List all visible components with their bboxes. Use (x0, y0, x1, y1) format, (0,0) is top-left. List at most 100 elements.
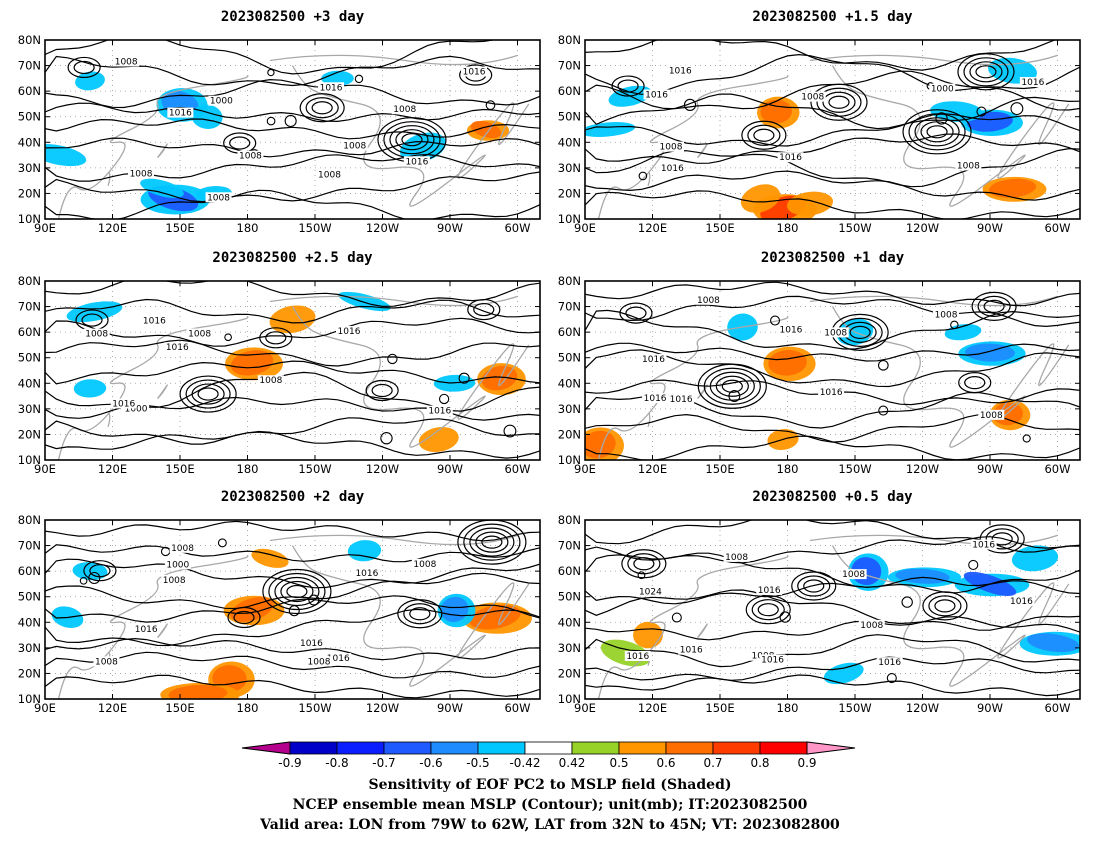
isobar (585, 113, 1080, 147)
contour-label: 1008 (980, 411, 1003, 421)
x-tick-label: 150W (298, 462, 331, 476)
isobar (585, 349, 1080, 388)
isobar-closed (963, 57, 1009, 87)
y-tick-label: 70N (18, 59, 41, 73)
contour-label: 1008 (842, 570, 865, 580)
x-tick-label: 90E (574, 462, 596, 476)
contour-label-bg (759, 654, 786, 665)
colorbar-swatch (618, 741, 667, 755)
isobar-closed (751, 599, 785, 621)
contour-label-bg (637, 586, 664, 597)
contour-label-bg (186, 328, 213, 339)
y-tick-label: 70N (558, 59, 581, 73)
isobar-closed (914, 117, 960, 147)
isobar-closed (265, 331, 287, 345)
sensitivity-patch (75, 71, 105, 91)
contour-label: 1008 (239, 152, 262, 162)
isobar-small (387, 353, 398, 365)
contour-label: 1016 (820, 388, 843, 398)
contour-label: 1008 (393, 105, 416, 115)
colorbar-swatch (712, 741, 761, 755)
colorbar-label: 0.8 (750, 756, 769, 770)
x-tick-label: 60W (1044, 701, 1070, 715)
sensitivity-patch (338, 291, 391, 312)
isobar-closed (934, 599, 956, 613)
isobar-closed (797, 575, 831, 597)
isobar-closed (979, 524, 1025, 554)
isobar-closed (969, 61, 1003, 83)
isobar (45, 153, 540, 182)
x-tick-label: 90E (34, 462, 56, 476)
isobar (585, 342, 1080, 362)
x-tick-label: 180 (237, 701, 259, 715)
contour-label-bg (257, 375, 284, 386)
isobar (585, 536, 1080, 564)
colorbar-swatch (759, 741, 808, 755)
contour-label-bg (318, 82, 345, 93)
sensitivity-patch (760, 99, 792, 124)
contour-label: 1008 (725, 553, 748, 563)
contour-label-bg (133, 624, 160, 635)
contour-label: 1008 (318, 171, 341, 181)
isobar-closed (311, 101, 333, 115)
panel-3: 2023082500 +2.5 day101610081008100010161… (18, 250, 541, 476)
colorbar-swatch (665, 741, 714, 755)
y-tick-label: 30N (558, 641, 581, 655)
isobar-closed (409, 607, 431, 621)
colorbar-arrow-left (241, 741, 291, 755)
contour-label-bg (640, 353, 667, 364)
y-tick-label: 60N (558, 564, 581, 578)
contour-label-bg (695, 294, 722, 305)
x-tick-label: 90W (437, 701, 463, 715)
isobar-small (728, 390, 741, 402)
contour-label-bg (141, 315, 168, 326)
coastline (809, 54, 1058, 66)
isobar (45, 55, 540, 87)
contour-label: 1016 (166, 343, 189, 353)
contour-label-bg (461, 66, 488, 77)
panel-6: 2023082500 +0.5 day 1008 1008 1016 1016 1008 1… (558, 489, 1081, 715)
caption-line-2: NCEP ensemble mean MSLP (Contour); unit(… (292, 797, 808, 813)
isobar-closed (902, 109, 972, 155)
contour-label-bg (316, 169, 343, 180)
isobar-closed (83, 560, 117, 582)
isobar-closed (983, 299, 1005, 313)
isobar-closed (229, 136, 251, 150)
isobar-closed (745, 595, 791, 625)
contour-label: 1008 (660, 143, 683, 153)
x-tick-label: 90E (574, 221, 596, 235)
map-area: 1008 1008 1016 1008 1016 1008 1000 1016 1016 1008… (45, 40, 540, 219)
coastline (291, 65, 530, 207)
contour-label: 1000 (210, 97, 233, 107)
contour-label: 1016 (878, 658, 901, 668)
sensitivity-patch (740, 184, 781, 213)
coastline (597, 555, 789, 699)
contour-label-bg (668, 394, 695, 405)
isobar-closed (828, 95, 850, 109)
contour-label-bg (325, 653, 352, 664)
contour-label-bg (164, 342, 191, 353)
isobar-closed (233, 610, 255, 625)
isobar (45, 281, 540, 308)
sensitivity-patch (469, 604, 521, 630)
contour-label-bg (659, 162, 686, 173)
isobar-closed (469, 527, 515, 557)
panel-frame (584, 519, 1081, 700)
isobar-closed (697, 363, 767, 409)
contour-label: 1008 (115, 57, 138, 67)
contour-label-bg (678, 644, 705, 655)
isobar-closed (227, 606, 261, 629)
contour-label-bg (955, 160, 982, 171)
panel-title: 2023082500 +2 day (221, 489, 365, 505)
isobar-small (683, 98, 697, 112)
sensitivity-patch (251, 548, 289, 568)
isobar (585, 634, 1080, 668)
contour-label: 1016 (405, 157, 428, 167)
isobar-small (638, 171, 648, 181)
colorbar-label: -0.8 (325, 756, 348, 770)
sensitivity-patch (585, 122, 636, 137)
x-tick-label: 150W (838, 462, 871, 476)
isobar-small (266, 116, 276, 126)
y-tick-label: 80N (558, 513, 581, 527)
isobar-closed (926, 125, 948, 139)
